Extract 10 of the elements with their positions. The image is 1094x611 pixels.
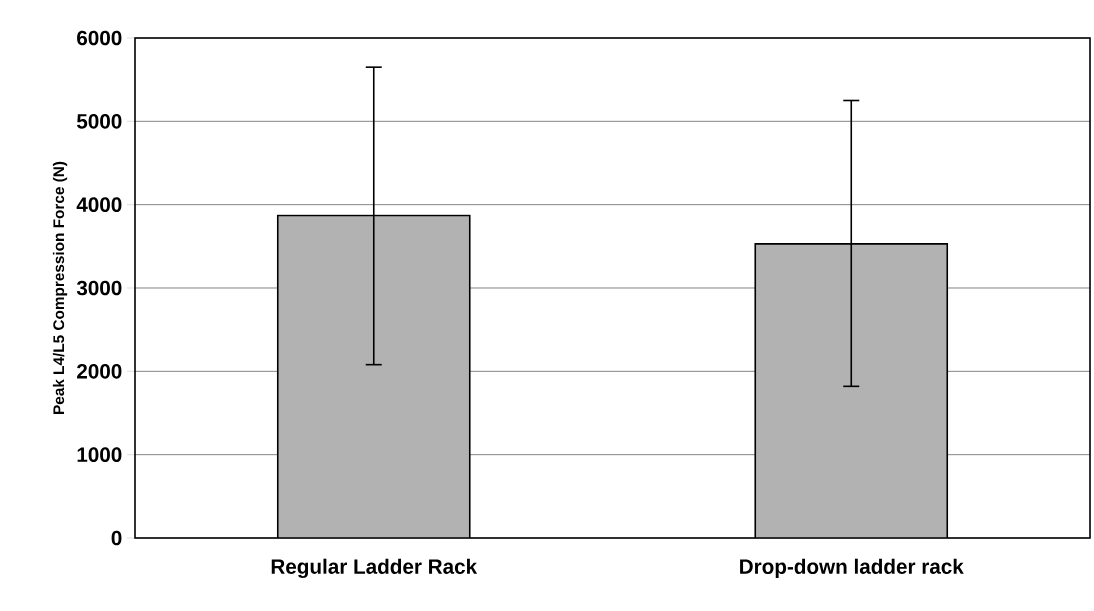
- y-tick-label: 1000: [77, 447, 122, 462]
- y-tick-label: 6000: [77, 30, 122, 46]
- y-tick-label: 3000: [76, 280, 122, 296]
- x-tick-label: Regular Ladder Rack: [271, 558, 478, 579]
- y-axis-title: Peak L4/L5 Compression Force (N): [52, 161, 68, 414]
- y-tick-label: 2000: [77, 364, 122, 379]
- y-tick-label: 4000: [76, 197, 122, 212]
- x-tick-label: Drop-down ladder rack: [740, 558, 964, 578]
- y-tick-label: 0: [111, 530, 122, 546]
- y-tick-label: 5000: [76, 114, 122, 129]
